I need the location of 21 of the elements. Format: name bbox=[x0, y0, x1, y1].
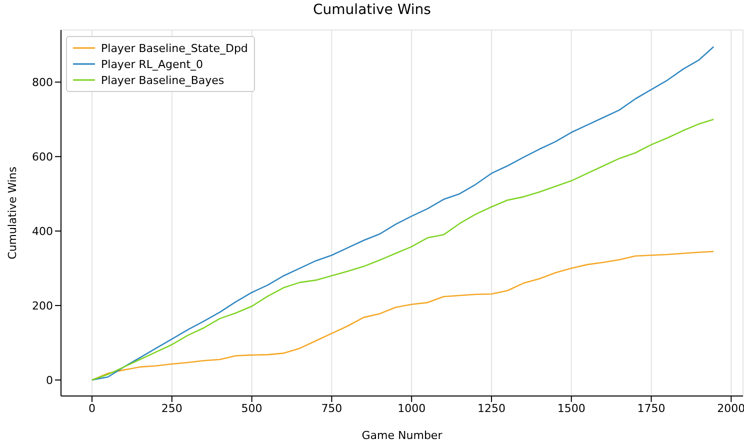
x-tick-label: 1250 bbox=[477, 402, 506, 415]
line-series bbox=[91, 250, 714, 381]
x-tick-label: 750 bbox=[321, 402, 342, 415]
y-axis-title: Cumulative Wins bbox=[6, 166, 19, 260]
y-tick-label: 0 bbox=[46, 374, 53, 387]
x-tick-label: 1500 bbox=[557, 402, 586, 415]
y-tick-label: 200 bbox=[32, 299, 53, 312]
chart-title: Cumulative Wins bbox=[312, 2, 432, 18]
legend-label: Player RL_Agent_0 bbox=[101, 58, 204, 70]
x-tick-label: 1000 bbox=[398, 402, 426, 415]
y-tick-label: 600 bbox=[32, 150, 53, 164]
y-tick-label: 800 bbox=[32, 76, 53, 90]
x-tick-label: 500 bbox=[241, 402, 262, 415]
x-tick-label: 250 bbox=[161, 402, 182, 415]
line-series bbox=[91, 118, 714, 381]
y-tick-label: 400 bbox=[32, 224, 53, 238]
x-axis-title: Game Number bbox=[362, 429, 443, 441]
x-tick-label: 0 bbox=[88, 402, 96, 415]
x-tick-label: 1750 bbox=[637, 402, 666, 415]
legend-label: Player Baseline_Bayes bbox=[101, 74, 224, 86]
legend-label: Player Baseline_State_Dpd bbox=[101, 42, 248, 54]
